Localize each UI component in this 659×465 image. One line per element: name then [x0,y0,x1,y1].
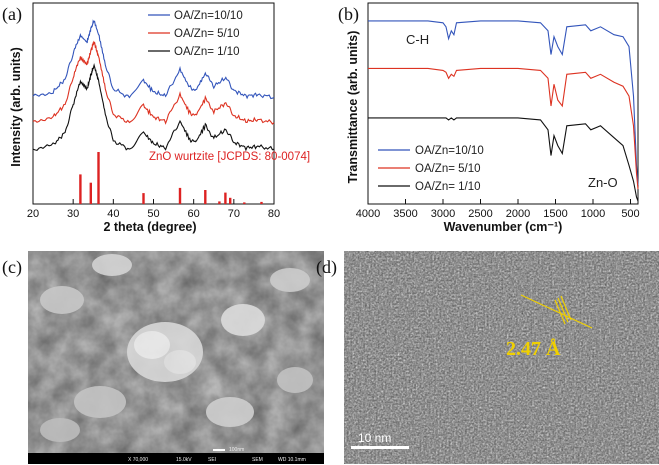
panel-a-label: (a) [2,4,22,25]
sem-info-detector: SEI [208,457,216,463]
ftir-series-line [368,67,639,190]
ftir-x-tick-label: 2500 [468,208,492,220]
xrd-reference-bar [218,201,221,204]
xrd-series-line [32,62,275,152]
xrd-x-tick-label: 70 [228,208,240,220]
xrd-panel: (a) 20 30 40 50 60 70 80 2 theta (degree) Inte… [2,2,310,234]
sem-panel: (c) 100nm X 70,000 15.0kV SEI SEM WD 10.… [2,251,324,464]
xrd-reference-bar [204,190,207,204]
panel-c-label: (c) [2,257,22,278]
ftir-x-tick-label: 500 [621,208,639,220]
xrd-x-tick-label: 50 [147,208,159,220]
ftir-x-tick-label: 4000 [356,208,380,220]
xrd-reference-bar [224,192,227,204]
ftir-x-tick-label: 2000 [506,208,530,220]
tem-lattice-fringe [557,297,569,323]
tem-image-texture [344,251,659,464]
sem-particle [164,350,196,374]
ftir-plot-frame [367,2,639,205]
sem-info-wd: WD 10.1mm [278,457,306,463]
xrd-x-tick-label: 60 [188,208,200,220]
sem-info-mode: SEM [252,457,263,463]
ftir-x-tick-label: 3500 [393,208,417,220]
ftir-series-group [368,20,639,202]
sem-particle [277,367,313,393]
ftir-x-tick-label: 3000 [431,208,455,220]
sem-info-voltage: 15.0kV [176,457,192,463]
sem-particles [40,254,313,442]
xrd-legend-label-3: OA/Zn= 1/10 [174,46,240,58]
sem-particle [221,304,265,336]
xrd-legend: OA/Zn=10/10 OA/Zn= 5/10 OA/Zn= 1/10 [148,10,243,58]
ftir-x-tick-label: 1500 [543,208,567,220]
sem-particle [134,331,170,359]
xrd-reference-bar [89,182,92,204]
ftir-series-line [368,117,639,202]
tem-panel: (d) 2.47 Å 10 nm [316,251,659,464]
panel-b-label: (b) [338,4,359,25]
sem-info-magnification: X 70,000 [128,457,148,463]
tem-d-spacing-label: 2.47 Å [506,337,561,360]
ftir-y-axis-title: Transmittance (arb. units) [346,31,360,184]
xrd-series-line [32,40,275,125]
xrd-x-tick-label: 80 [268,208,280,220]
tem-lattice-marker [520,294,593,329]
ftir-ch-annotation: C-H [406,32,429,47]
xrd-series-line [32,19,275,100]
ftir-legend-label-3: OA/Zn= 1/10 [415,181,481,193]
ftir-x-tick-label: 1000 [581,208,605,220]
ftir-x-axis: 4000 3500 3000 2500 2000 1500 1000 500 [356,199,640,220]
sem-particle [92,254,132,276]
xrd-legend-label-2: OA/Zn= 5/10 [174,28,240,40]
ftir-legend-label-1: OA/Zn=10/10 [415,145,484,157]
xrd-reference-bar [229,197,232,204]
ftir-series-line [368,20,639,186]
xrd-legend-label-1: OA/Zn=10/10 [174,10,243,22]
ftir-x-axis-title: Wavenumber (cm⁻¹) [444,220,563,234]
ftir-panel: (b) 4000 3500 3000 2500 2000 1500 1000 500 Wave… [338,2,640,234]
sem-particle [206,397,254,427]
xrd-reference-bar [97,152,100,204]
xrd-reference-bar [142,193,145,204]
ftir-legend-label-2: OA/Zn= 5/10 [415,163,481,175]
xrd-reference-bar [243,202,246,204]
xrd-x-tick-label: 20 [27,208,39,220]
xrd-x-tick-label: 30 [67,208,79,220]
sem-particle [74,386,126,418]
ftir-zno-annotation: Zn-O [588,175,618,190]
xrd-reference-bars [79,152,263,204]
tem-lattice-fringe [560,295,572,321]
sem-info-bar [28,453,324,464]
tem-scale-bar [351,446,409,449]
sem-scale-label: 100nm [229,447,244,453]
xrd-x-axis-title: 2 theta (degree) [103,220,196,234]
sem-particle [40,418,80,442]
sem-scale-bar [213,449,225,451]
xrd-x-axis: 20 30 40 50 60 70 80 [27,199,280,220]
xrd-reference-bar [260,201,263,204]
panel-d-label: (d) [316,257,337,278]
sem-particle [270,268,310,292]
sem-particle [40,286,84,314]
tem-lattice-fringe [554,299,566,325]
xrd-reference-bar [178,187,182,204]
tem-lattice-line [520,294,593,329]
xrd-reference-bar [79,174,82,204]
ftir-legend: OA/Zn=10/10 OA/Zn= 5/10 OA/Zn= 1/10 [378,145,484,193]
xrd-reference-label: ZnO wurtzite [JCPDS: 80-0074] [149,151,310,163]
tem-scale-label: 10 nm [358,431,391,445]
xrd-series-group [32,19,275,152]
xrd-y-axis-title: Intensity (arb. units) [9,47,23,166]
xrd-x-tick-label: 40 [107,208,119,220]
